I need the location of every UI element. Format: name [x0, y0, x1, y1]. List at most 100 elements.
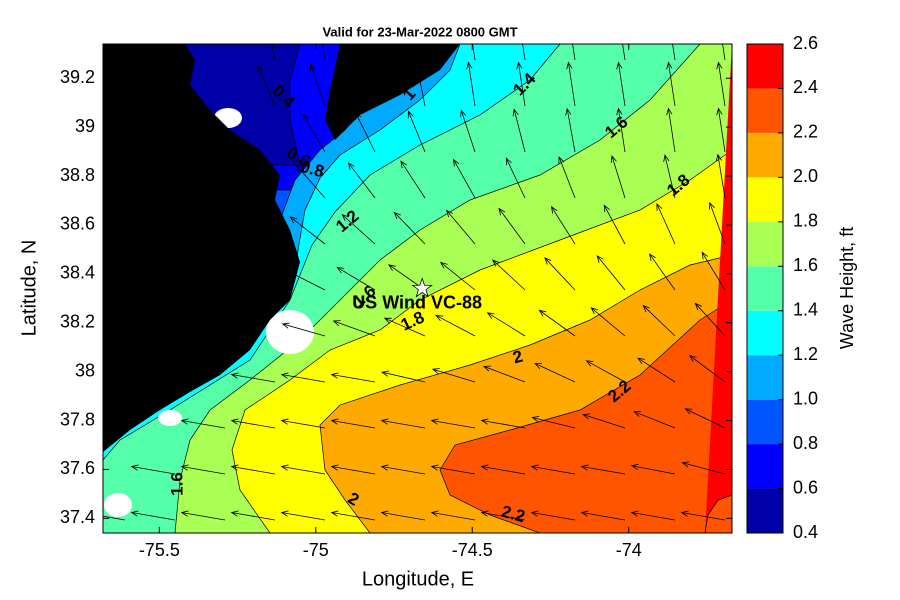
- y-tick-label: 37.6: [60, 458, 95, 478]
- y-tick-label: 38: [75, 360, 95, 380]
- wind-arrow: [656, 202, 676, 245]
- wind-arrow: [630, 510, 676, 521]
- y-axis-label: Latitude, N: [18, 240, 40, 337]
- no-data-patch: [104, 493, 132, 517]
- colorbar-segment: [747, 177, 783, 222]
- wind-arrow: [538, 309, 576, 337]
- contour-band: [705, 44, 732, 533]
- wind-arrow: [681, 461, 726, 475]
- wind-arrow: [688, 355, 726, 383]
- wind-arrow: [716, 61, 726, 107]
- colorbar-segment: [747, 399, 783, 445]
- wind-arrow: [472, 44, 476, 61]
- no-data-patch: [266, 310, 314, 354]
- wind-arrow: [372, 44, 376, 61]
- wind-arrow: [649, 253, 676, 291]
- y-tick-label: 39.2: [60, 67, 95, 87]
- colorbar-segment: [747, 444, 783, 489]
- wind-arrow: [230, 372, 276, 383]
- x-tick-label: -74: [616, 540, 642, 560]
- wind-arrow: [445, 209, 476, 245]
- wind-arrow: [572, 44, 576, 61]
- wind-arrow: [722, 44, 726, 61]
- wind-arrow: [544, 257, 576, 291]
- wind-arrow: [603, 204, 626, 245]
- colorbar-tick-label: 0.4: [793, 522, 818, 542]
- wind-arrow: [180, 510, 226, 521]
- wind-arrow: [289, 216, 326, 245]
- wind-arrow: [672, 44, 676, 61]
- wind-arrow: [380, 464, 426, 475]
- contour-line: [439, 299, 732, 533]
- wind-arrow: [381, 370, 426, 383]
- plot-area: 0.40.60.811.21.41.61.81.61.822.222.21.6U…: [103, 44, 732, 533]
- colorbar-segment: [747, 266, 783, 311]
- wind-arrow: [633, 411, 676, 429]
- wind-arrow: [180, 464, 226, 475]
- wind-arrow: [380, 418, 426, 429]
- contour-label: 1.6: [167, 472, 186, 496]
- wind-arrow: [230, 510, 276, 521]
- wind-arrow: [230, 464, 276, 475]
- colorbar-segment: [747, 488, 783, 533]
- wind-arrow: [362, 62, 376, 107]
- wind-arrow: [280, 510, 326, 521]
- wind-arrow: [558, 156, 576, 199]
- wind-arrow: [439, 261, 476, 291]
- colorbar-segment: [747, 132, 783, 178]
- wind-arrow: [642, 304, 676, 337]
- wind-arrow: [383, 317, 426, 337]
- wind-arrow: [280, 372, 326, 383]
- wind-arrow: [498, 207, 526, 245]
- x-axis-label: Longitude, E: [362, 568, 474, 590]
- wind-arrow: [302, 113, 326, 153]
- chart-title: Valid for 23-Mar-2022 0800 GMT: [322, 24, 517, 39]
- wind-arrow: [130, 464, 176, 475]
- contour-line: [704, 494, 732, 533]
- wind-arrow: [380, 510, 426, 521]
- wind-arrow: [616, 107, 626, 153]
- wind-arrow: [336, 266, 376, 291]
- wind-arrow: [430, 464, 476, 475]
- colorbar-frame: [746, 43, 784, 534]
- colorbar-tick-label: 2.4: [793, 77, 818, 97]
- wind-arrow: [684, 408, 726, 429]
- site-marker: [411, 277, 433, 298]
- wind-arrow: [460, 109, 476, 153]
- colorbar-tick-label: 2.2: [793, 122, 818, 142]
- wind-arrow: [284, 269, 326, 291]
- x-tick-label: -74.5: [452, 540, 493, 560]
- wind-arrow: [453, 158, 476, 199]
- wind-arrow: [180, 418, 226, 429]
- wind-arrow: [580, 464, 626, 475]
- wind-arrow: [280, 418, 326, 429]
- x-tick-label: -75.5: [139, 540, 180, 560]
- x-tick-label: -75: [303, 540, 329, 560]
- y-tick-label: 38.4: [60, 263, 95, 283]
- wind-arrow: [565, 107, 576, 153]
- wind-arrow: [505, 157, 526, 199]
- wind-arrow: [680, 510, 726, 521]
- wind-arrow: [480, 464, 526, 475]
- wind-arrow: [393, 211, 426, 245]
- y-tick-label: 38.2: [60, 311, 95, 331]
- wind-arrow: [486, 312, 526, 337]
- y-tick-label: 39: [75, 116, 95, 136]
- contour-band: [440, 44, 732, 533]
- wind-arrow: [709, 201, 726, 245]
- wind-arrow: [355, 111, 376, 153]
- colorbar-tick-label: 0.6: [793, 477, 818, 497]
- wind-arrow: [309, 63, 326, 107]
- wind-arrow: [330, 464, 376, 475]
- wind-arrow: [630, 463, 676, 475]
- wind-arrow: [531, 415, 576, 429]
- wind-arrow: [430, 510, 476, 521]
- wind-arrow: [637, 357, 676, 383]
- wind-arrow: [522, 44, 526, 61]
- wind-arrow: [610, 155, 626, 199]
- contour-line: [319, 254, 732, 533]
- wind-arrow: [482, 365, 526, 383]
- wind-arrow: [585, 360, 626, 383]
